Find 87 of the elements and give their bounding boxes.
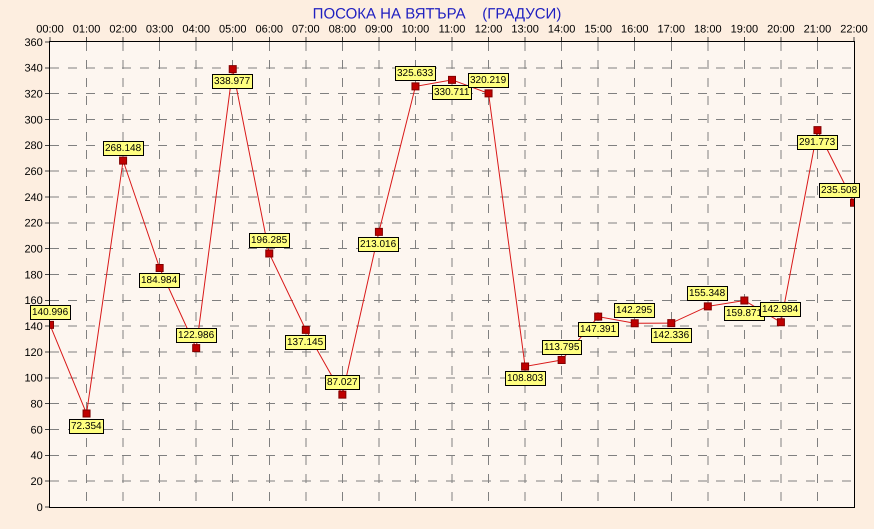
data-label: 325.633 <box>397 68 434 79</box>
data-label: 291.773 <box>799 137 836 148</box>
x-tick-label: 08:00 <box>328 24 356 36</box>
y-tick-label: 220 <box>24 218 43 230</box>
point <box>411 82 420 90</box>
data-label: 147.391 <box>580 324 617 335</box>
x-tick-label: 19:00 <box>730 24 758 36</box>
point <box>119 156 128 165</box>
data-label: 268.148 <box>105 143 142 154</box>
data-label: 142.984 <box>762 304 799 315</box>
x-tick-label: 01:00 <box>72 24 100 36</box>
data-label: 184.984 <box>141 275 178 286</box>
y-tick-label: 40 <box>30 450 43 462</box>
y-tick-label: 60 <box>30 424 43 436</box>
y-tick-label: 260 <box>24 166 43 178</box>
point <box>630 319 639 328</box>
x-tick-label: 06:00 <box>256 24 284 36</box>
x-tick-label: 16:00 <box>620 24 648 36</box>
data-label: 159.871 <box>726 308 763 319</box>
chart-title: ПОСОКА НА ВЯТЪРА (ГРАДУСИ) <box>312 5 562 22</box>
y-tick-label: 0 <box>36 502 43 514</box>
y-tick-label: 300 <box>24 114 43 126</box>
data-label: 235.508 <box>821 185 858 196</box>
point <box>374 228 383 236</box>
data-label: 213.016 <box>360 239 397 250</box>
point <box>484 89 493 98</box>
y-tick-label: 160 <box>24 295 43 308</box>
data-label: 140.996 <box>32 307 69 318</box>
x-tick-label: 10:00 <box>402 24 430 36</box>
point <box>521 362 530 370</box>
x-tick-label: 12:00 <box>474 24 502 36</box>
data-label: 338.977 <box>214 76 251 87</box>
point <box>338 390 346 399</box>
x-tick-label: 02:00 <box>109 24 137 36</box>
point <box>813 126 822 134</box>
point <box>776 318 785 326</box>
y-tick-label: 20 <box>30 476 43 488</box>
x-tick-label: 14:00 <box>548 24 576 36</box>
point <box>704 302 712 310</box>
data-label: 155.348 <box>689 288 726 299</box>
point <box>228 65 237 74</box>
y-tick-label: 340 <box>24 62 43 75</box>
x-tick-label: 00:00 <box>36 24 64 36</box>
data-label: 330.711 <box>434 87 470 98</box>
point <box>667 319 676 328</box>
x-tick-label: 04:00 <box>182 24 210 36</box>
x-tick-label: 17:00 <box>658 24 686 36</box>
point <box>558 356 566 364</box>
x-tick-label: 13:00 <box>511 24 539 36</box>
data-label: 137.145 <box>287 337 324 348</box>
data-label: 122.986 <box>178 330 215 341</box>
y-tick-label: 240 <box>24 192 43 204</box>
point <box>265 249 274 258</box>
data-label: 113.795 <box>544 342 580 353</box>
point <box>82 410 91 418</box>
data-label: 87.027 <box>327 377 358 388</box>
x-tick-label: 09:00 <box>365 24 393 36</box>
y-tick-label: 100 <box>24 372 43 385</box>
x-tick-label: 05:00 <box>218 24 246 36</box>
y-tick-label: 200 <box>24 244 43 256</box>
point <box>302 326 310 334</box>
x-tick-label: 18:00 <box>694 24 722 36</box>
data-label: 72.354 <box>71 421 102 432</box>
point <box>594 312 602 321</box>
y-tick-label: 360 <box>24 36 43 49</box>
y-tick-label: 320 <box>24 88 43 101</box>
x-tick-label: 21:00 <box>804 24 832 36</box>
data-label: 320.219 <box>470 75 507 86</box>
data-label: 196.285 <box>251 235 288 246</box>
point <box>740 296 748 304</box>
data-label: 108.803 <box>507 373 544 384</box>
y-tick-label: 80 <box>30 398 43 411</box>
point <box>156 264 164 272</box>
data-label: 142.336 <box>653 330 690 341</box>
x-tick-label: 07:00 <box>292 24 320 36</box>
x-tick-label: 03:00 <box>146 24 174 36</box>
y-tick-label: 140 <box>24 321 43 334</box>
data-label: 142.295 <box>616 305 653 316</box>
x-tick-label: 22:00 <box>840 24 868 36</box>
point <box>192 344 200 352</box>
y-tick-label: 180 <box>24 269 43 282</box>
x-tick-label: 15:00 <box>584 24 612 36</box>
point <box>448 76 456 84</box>
x-tick-label: 11:00 <box>438 24 466 36</box>
y-tick-label: 120 <box>24 346 43 359</box>
x-tick-label: 20:00 <box>767 24 795 36</box>
y-tick-label: 280 <box>24 140 43 152</box>
